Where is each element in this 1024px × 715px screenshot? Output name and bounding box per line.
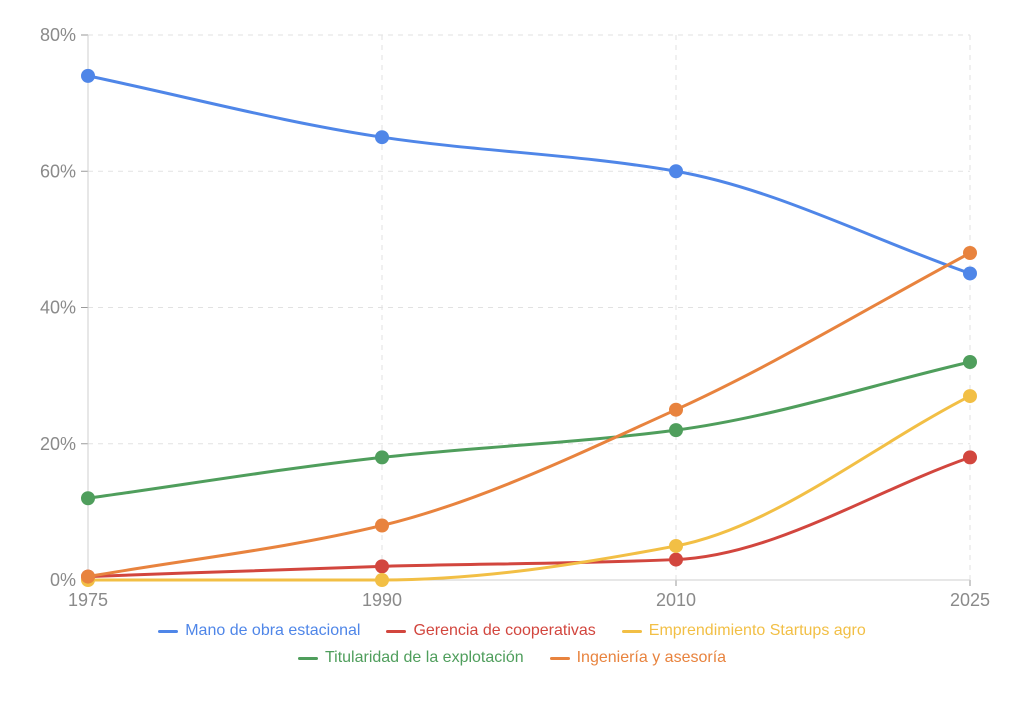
- data-point: [375, 450, 389, 465]
- series-line: [86, 251, 972, 579]
- series-line: [86, 360, 972, 500]
- data-point: [375, 559, 389, 574]
- legend-swatch: [158, 629, 179, 633]
- legend-item[interactable]: Emprendimiento Startups agro: [621, 622, 866, 640]
- series-3: [81, 355, 977, 506]
- data-point: [963, 450, 977, 465]
- legend-swatch: [297, 656, 318, 660]
- tick-labels: 0% 20% 40% 60% 80% 1975 1990 2010 2025: [40, 25, 990, 610]
- y-tick-label: 40%: [40, 298, 76, 318]
- data-point: [669, 423, 683, 438]
- legend-row: Mano de obra estacional Gerencia de coope…: [0, 622, 1024, 640]
- y-tick-label: 0%: [50, 570, 76, 590]
- series: [81, 68, 977, 587]
- data-point: [669, 164, 683, 179]
- y-tick-label: 80%: [40, 25, 76, 45]
- axes: [81, 34, 971, 586]
- data-point: [375, 573, 389, 587]
- legend-item[interactable]: Titularidad de la explotación: [297, 649, 524, 667]
- data-point: [963, 355, 977, 369]
- series-0: [81, 68, 977, 281]
- legend-item[interactable]: Ingeniería y asesoría: [549, 649, 727, 667]
- series-4: [81, 246, 977, 584]
- legend-swatch: [386, 629, 407, 633]
- legend: Mano de obra estacional Gerencia de coope…: [0, 622, 1024, 676]
- data-point: [669, 538, 683, 553]
- series-line: [86, 74, 972, 275]
- data-point: [963, 266, 977, 281]
- data-point: [375, 518, 389, 533]
- x-tick-label: 2025: [950, 590, 990, 610]
- legend-swatch: [621, 629, 642, 633]
- data-point: [81, 491, 95, 506]
- series-line: [86, 394, 972, 582]
- legend-swatch: [549, 656, 570, 660]
- legend-label: Ingeniería y asesoría: [576, 649, 727, 666]
- legend-label: Emprendimiento Startups agro: [648, 622, 866, 639]
- legend-label: Mano de obra estacional: [185, 622, 361, 639]
- legend-label: Titularidad de la explotación: [324, 649, 524, 666]
- x-tick-label: 1990: [362, 590, 402, 610]
- data-point: [669, 552, 683, 567]
- data-point: [963, 389, 977, 404]
- grid: [87, 34, 971, 580]
- series-line: [86, 455, 972, 579]
- data-point: [963, 246, 977, 260]
- y-tick-label: 60%: [40, 161, 76, 181]
- legend-item[interactable]: Gerencia de cooperativas: [386, 622, 596, 640]
- data-point: [375, 130, 389, 145]
- y-tick-label: 20%: [40, 434, 76, 454]
- legend-item[interactable]: Mano de obra estacional: [158, 622, 360, 640]
- data-point: [669, 402, 683, 417]
- data-point: [81, 569, 95, 584]
- x-tick-label: 2010: [656, 590, 696, 610]
- data-point: [81, 68, 95, 83]
- legend-label: Gerencia de cooperativas: [413, 622, 596, 639]
- legend-row: Titularidad de la explotación Ingeniería …: [0, 649, 1024, 667]
- x-tick-label: 1975: [68, 590, 108, 610]
